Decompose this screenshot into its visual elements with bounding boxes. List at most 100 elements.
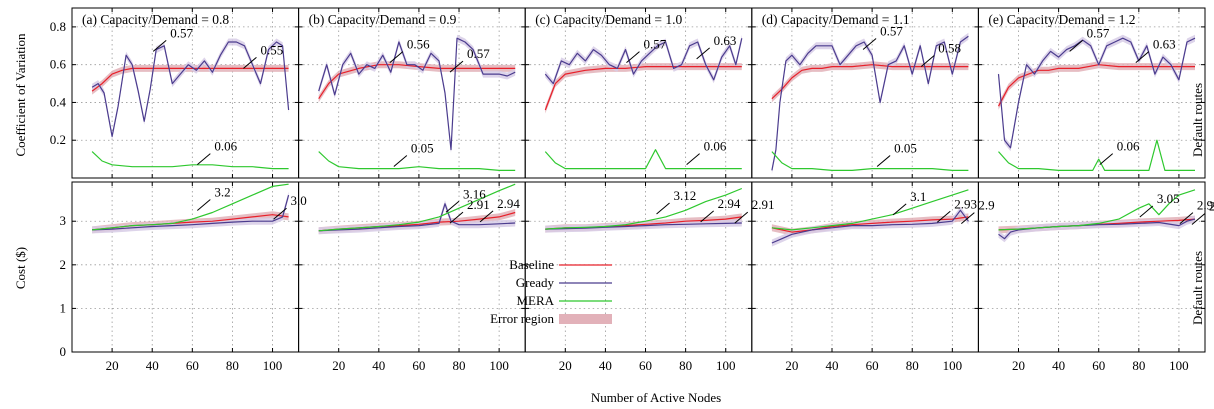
panel-2: 0.56 0.57 0.05 3.162.91 2.94 (b) Capacity/Dem…: [298, 7, 526, 373]
error-region-gready: [998, 34, 1195, 152]
series-line-baseline: [544, 65, 742, 111]
annotation-arrow: [445, 200, 460, 213]
series-line-gready: [545, 222, 742, 230]
panel-3-bottom-plot: 3.12 2.94 2.91: [524, 181, 775, 353]
series-line-gready: [91, 41, 290, 137]
annotation-arrow: [393, 155, 408, 167]
annotation-label: 0.57: [643, 37, 666, 52]
annotation-label: 0.57: [880, 23, 903, 38]
annotation-arrow: [273, 207, 287, 220]
x-tick-label: 60: [1092, 358, 1105, 373]
panel-4-top-plot: 0.57 0.58 0.05: [751, 7, 979, 179]
top-side-label: Default routes: [1190, 83, 1205, 157]
series-line-gready: [318, 37, 516, 151]
panel-1-top-plot: 0.2 0.4 0.6 0.8 0.57 0.55 0.06: [50, 7, 300, 179]
annotation-label: 3.16: [463, 186, 486, 201]
error-region-gready: [92, 38, 289, 140]
annotation-arrow: [961, 212, 975, 224]
x-tick-label: 20: [1012, 358, 1025, 373]
annotation-label: 0.63: [714, 33, 737, 48]
x-tick-label: 60: [866, 358, 879, 373]
bottom-y-axis-label: Cost ($): [13, 247, 28, 289]
annotation-label: 2.93: [954, 196, 977, 211]
plot-frame: [977, 181, 1206, 353]
x-tick-label: 100: [489, 358, 509, 373]
annotation-arrow: [449, 60, 464, 73]
annotation-label: 0.58: [938, 40, 961, 55]
annotation-arrow: [876, 155, 891, 167]
error-region-gready: [92, 191, 289, 234]
annotation-label: 3.1: [910, 189, 926, 204]
panel-5-bottom-plot: 3.05 2.88 2.9: [977, 181, 1214, 353]
annotation-arrow: [696, 47, 710, 60]
panel-5: 0.57 0.63 0.06 3.05 2.88 2.9 (e) Capacity/Dema…: [977, 7, 1214, 373]
annotation-arrow: [920, 55, 935, 67]
panel-5-top-plot: 0.57 0.63 0.06: [977, 7, 1206, 179]
series-line-mera: [92, 183, 289, 231]
plot-frame: [298, 181, 526, 353]
error-region-baseline: [545, 63, 742, 114]
annotation-arrow: [700, 210, 714, 223]
series-line-gready: [771, 35, 969, 171]
annotation-arrow: [479, 210, 494, 223]
error-region-baseline: [318, 61, 516, 103]
series-line-mera: [771, 151, 969, 171]
annotation-label: 0.57: [467, 46, 490, 61]
legend-label-gready: Gready: [516, 275, 555, 290]
annotation-arrow: [734, 211, 749, 224]
annotation-label: 3.05: [1157, 191, 1180, 206]
series-line-gready: [318, 203, 516, 232]
error-region-baseline: [771, 61, 969, 103]
y-tick-label: 2: [60, 257, 67, 272]
x-tick-label: 40: [599, 358, 612, 373]
annotation-arrow: [936, 210, 951, 223]
x-tick-label: 20: [332, 358, 345, 373]
y-tick-label: 1: [60, 300, 67, 315]
series-line-mera: [998, 139, 1195, 171]
legend-label-error-region: Error region: [490, 311, 554, 326]
bottom-side-label: Default routes: [1190, 251, 1205, 325]
y-tick-label: 0.2: [50, 132, 66, 147]
x-axis-label: Number of Active Nodes: [591, 390, 721, 405]
plot-frame: [977, 7, 1206, 179]
annotation-arrow: [1139, 205, 1154, 218]
legend-label-mera: MERA: [516, 293, 554, 308]
x-tick-label: 40: [826, 358, 839, 373]
panel-4: 0.57 0.58 0.05 3.1 2.93 2.9 (d) Capacity/Deman…: [751, 7, 995, 373]
annotation-arrow: [656, 202, 670, 215]
x-tick-label: 80: [1132, 358, 1145, 373]
series-line-baseline: [771, 64, 969, 100]
series-line-baseline: [318, 64, 516, 100]
x-tick-label: 100: [943, 358, 963, 373]
y-tick-label: 0.4: [50, 94, 67, 109]
x-tick-label: 40: [146, 358, 159, 373]
annotation-arrow: [892, 203, 907, 216]
panel-title: (c) Capacity/Demand = 1.0: [535, 12, 682, 27]
x-tick-label: 40: [1052, 358, 1065, 373]
annotation-arrow: [243, 56, 257, 69]
error-region-gready: [545, 34, 742, 88]
annotation-label: 0.57: [1087, 25, 1110, 40]
series-line-mera: [545, 187, 743, 230]
annotation-arrow: [1069, 39, 1083, 52]
x-tick-label: 20: [785, 358, 798, 373]
error-region-gready: [771, 206, 969, 247]
legend: Baseline Gready MERA Error region: [490, 257, 612, 326]
annotation-label: 0.06: [704, 139, 727, 154]
series-line-gready: [92, 194, 290, 231]
annotation-label: 2.91: [467, 197, 490, 212]
annotation-label: 0.63: [1153, 37, 1176, 52]
x-tick-label: 80: [679, 358, 692, 373]
annotation-label: 0.06: [1117, 139, 1140, 154]
y-tick-label: 3: [60, 213, 67, 228]
x-tick-label: 80: [226, 358, 239, 373]
series-line-mera: [318, 151, 516, 171]
panel-title: (a) Capacity/Demand = 0.8: [82, 12, 229, 27]
x-tick-label: 20: [106, 358, 119, 373]
y-tick-label: 0.8: [50, 19, 66, 34]
series-line-gready: [771, 209, 969, 244]
